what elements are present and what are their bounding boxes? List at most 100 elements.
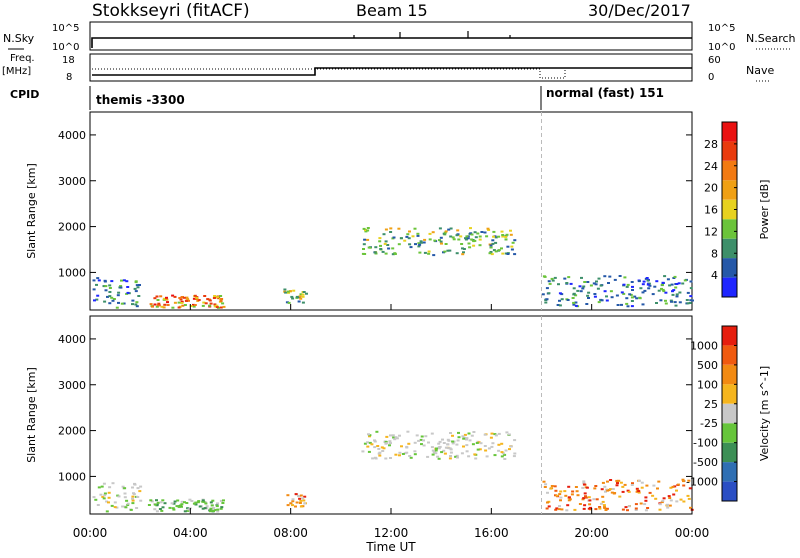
echo-cell [639, 502, 643, 505]
echo-cell [630, 484, 634, 486]
echo-cell [448, 457, 452, 460]
velocity-frame [89, 315, 693, 515]
echo-cell [173, 500, 177, 503]
echo-cell [129, 508, 133, 511]
echo-cell [209, 510, 212, 513]
echo-cell [416, 232, 420, 235]
echo-cell [195, 298, 199, 300]
echo-cell [579, 290, 583, 293]
echo-cell [301, 301, 305, 304]
echo-cell [474, 236, 478, 239]
echo-cell [468, 246, 472, 249]
echo-cell [689, 295, 693, 298]
echo-cell [682, 484, 686, 487]
echo-cell [658, 503, 662, 506]
echo-cell [208, 304, 212, 307]
echo-cell [630, 300, 634, 302]
echo-cell [134, 281, 138, 284]
echo-cell [153, 297, 157, 300]
echo-cell [444, 446, 448, 449]
echo-cell [575, 490, 579, 493]
echo-cell [384, 440, 388, 443]
echo-cell [654, 497, 658, 500]
echo-cell [621, 485, 625, 488]
echo-cell [462, 248, 466, 250]
echo-cell [440, 451, 444, 454]
echo-cell [302, 499, 306, 502]
echo-cell [553, 276, 557, 279]
echo-cell [216, 296, 219, 299]
echo-cell [583, 492, 587, 495]
power-echoes [92, 112, 694, 310]
echo-cell [420, 435, 424, 438]
echo-cell [497, 449, 501, 452]
echo-cell [447, 228, 451, 231]
echo-cell [615, 479, 619, 482]
echo-cell [661, 499, 665, 502]
echo-cell [432, 451, 436, 454]
echo-cell [596, 287, 600, 290]
echo-cell [212, 510, 216, 512]
echo-cell [668, 284, 672, 287]
echo-cell [550, 277, 554, 280]
echo-cell [462, 437, 466, 440]
echo-cell [449, 432, 452, 434]
echo-cell [155, 499, 158, 502]
x-tick-label: 20:00 [574, 526, 609, 540]
power-colorbar-label: Power [dB] [758, 180, 771, 240]
echo-cell [616, 304, 620, 306]
nsky-label: N.Sky [3, 32, 35, 45]
echo-cell [674, 304, 678, 307]
colorbar-swatch [722, 180, 737, 200]
echo-cell [600, 299, 604, 302]
echo-cell [625, 285, 629, 288]
echo-cell [156, 299, 160, 301]
echo-cell [626, 489, 630, 492]
echo-cell [497, 249, 501, 252]
echo-cell [566, 504, 570, 507]
echo-cell [603, 485, 607, 488]
freq-panel: Freq. [MHz] 18 8 60 0 Nave [2, 53, 774, 83]
echo-cell [382, 447, 386, 450]
echo-cell [581, 498, 585, 501]
echo-cell [651, 293, 655, 296]
echo-cell [156, 501, 160, 504]
echo-cell [656, 487, 659, 490]
echo-cell [640, 486, 644, 489]
echo-cell [500, 247, 503, 250]
echo-cell [643, 503, 647, 506]
echo-cell [456, 229, 460, 232]
echo-cell [615, 484, 619, 487]
echo-cell [546, 501, 549, 504]
echo-cell [195, 296, 199, 299]
echo-cell [103, 300, 107, 303]
echo-cell [623, 276, 627, 279]
echo-cell [629, 293, 633, 296]
echo-cell [92, 288, 96, 291]
echo-cell [506, 253, 510, 255]
echo-cell [601, 481, 605, 484]
nsearch-label: N.Search [746, 32, 796, 45]
echo-cell [377, 447, 381, 450]
echo-cell [560, 298, 564, 301]
echo-cell [437, 447, 441, 450]
echo-cell [385, 435, 389, 438]
echo-cell [605, 299, 609, 302]
echo-cell [212, 507, 216, 509]
echo-cell [669, 486, 673, 489]
echo-cell [378, 237, 382, 240]
echo-cell [664, 291, 668, 294]
time-axis: 00:00 04:00 08:00 12:00 16:00 20:00 00:00 [73, 304, 709, 540]
echo-cell [417, 242, 421, 245]
echo-cell [405, 235, 409, 238]
echo-cell [431, 231, 435, 234]
echo-cell [507, 433, 511, 436]
echo-cell [473, 453, 477, 456]
echo-cell [465, 438, 468, 441]
echo-cell [510, 245, 514, 248]
echo-cell [378, 454, 382, 457]
echo-cell [613, 278, 617, 281]
echo-cell [424, 435, 428, 438]
echo-cell [465, 450, 469, 453]
echo-cell [301, 293, 305, 296]
